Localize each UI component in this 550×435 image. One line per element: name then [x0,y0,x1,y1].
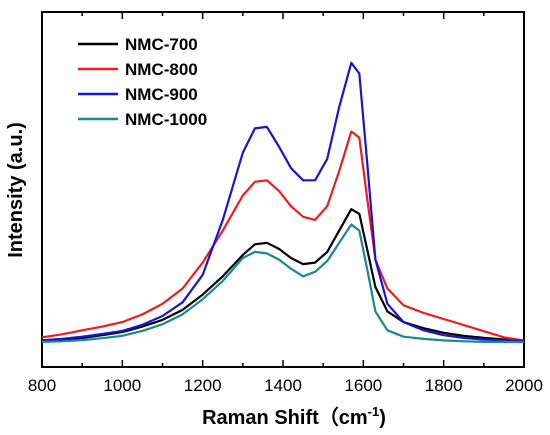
legend: NMC-700 NMC-800 NMC-900 NMC-1000 [78,35,207,129]
x-axis-title: Raman Shift（cm-1) [202,404,386,429]
y-axis-title: Intensity (a.u.) [5,122,27,258]
x-tick-label: 1800 [425,376,463,395]
x-tick-label: 1400 [264,376,302,395]
x-tick-label: 800 [28,376,56,395]
series-line-nmc-900 [41,61,525,343]
x-tick-label: 2000 [505,376,543,395]
x-tick-labels: 800 1000 1200 1400 1600 1800 2000 [28,376,543,395]
series-line-nmc-1000 [41,223,525,344]
x-axis-title-text: Raman Shift（cm [202,406,368,429]
x-axis-title-close: ) [379,407,386,429]
series-line-nmc-700 [41,208,525,342]
series-line-nmc-800 [41,130,525,342]
plot-frame [41,11,525,368]
legend-label: NMC-1000 [125,110,207,129]
x-tick-label: 1000 [103,376,141,395]
x-axis-title-superscript: -1 [368,404,380,419]
x-tick-label: 1200 [184,376,222,395]
legend-label: NMC-800 [125,60,198,79]
series-lines [41,61,525,344]
legend-label: NMC-700 [125,35,198,54]
x-tick-label: 1600 [344,376,382,395]
legend-label: NMC-900 [125,85,198,104]
axis-ticks [41,12,525,367]
